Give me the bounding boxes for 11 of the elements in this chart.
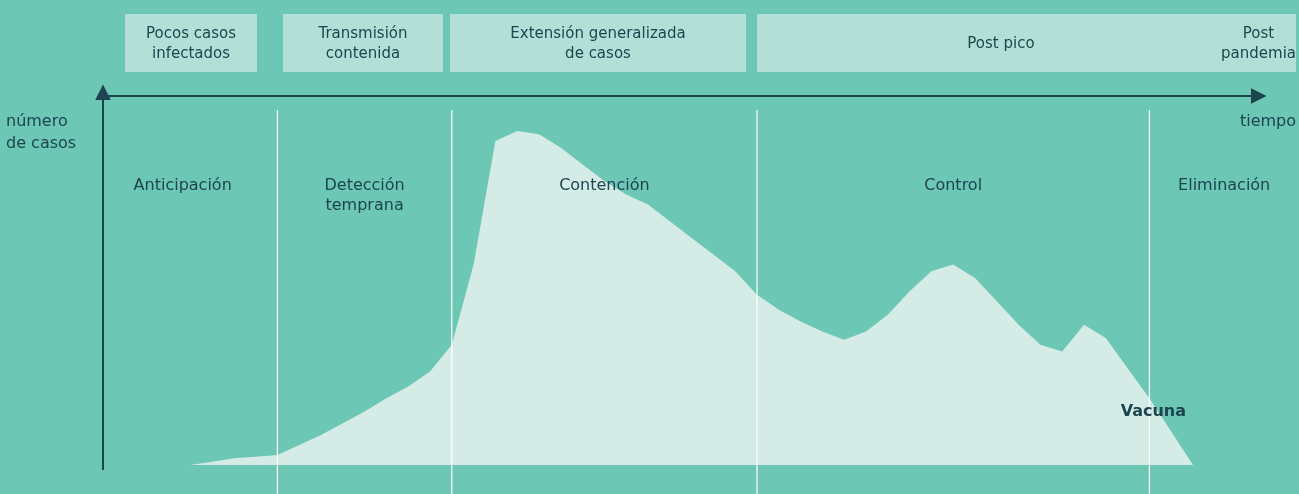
text: Post pandemia (1221, 24, 1296, 62)
text: Post pico (967, 34, 1035, 52)
annotation: Anticipación (133, 175, 232, 194)
y-axis-title: número de casos (6, 111, 77, 152)
x-axis-title: tiempo (1239, 111, 1296, 130)
text: Pocos casos infectados (146, 24, 237, 62)
text: Extensión generalizada de casos (510, 24, 686, 62)
annotation: Eliminación (1178, 175, 1271, 194)
annotation: Control (924, 175, 983, 194)
annotation: Detección temprana (324, 175, 405, 214)
text: Transmisión contenida (317, 24, 408, 62)
